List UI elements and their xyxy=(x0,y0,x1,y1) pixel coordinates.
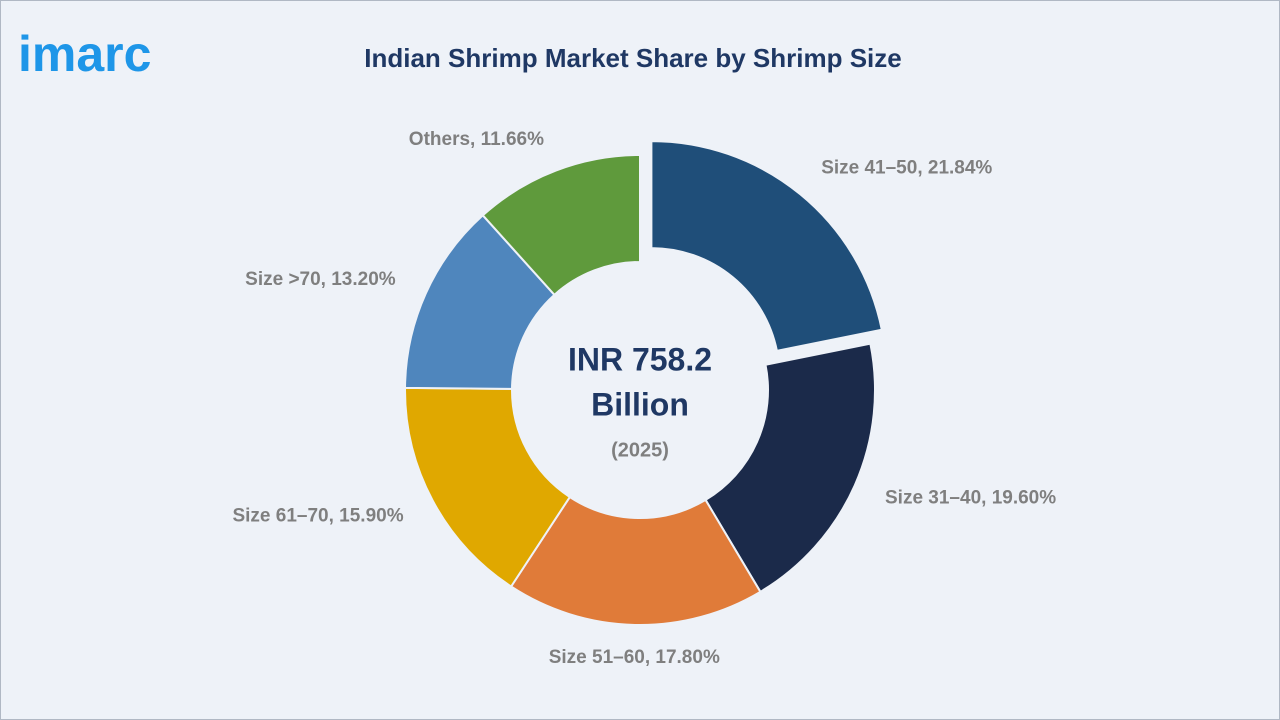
donut-slice xyxy=(509,495,762,626)
chart-title: Indian Shrimp Market Share by Shrimp Siz… xyxy=(364,43,901,73)
value-label: Size 51–60, 17.80% xyxy=(549,647,720,668)
donut-slice xyxy=(404,386,572,588)
center-sublabel: (2025) xyxy=(611,439,669,461)
value-label: Size >70, 13.20% xyxy=(245,269,396,290)
donut-slice xyxy=(704,342,876,594)
value-label: Size 31–40, 19.60% xyxy=(885,488,1056,509)
logo: imarc xyxy=(18,26,151,82)
value-label: Size 61–70, 15.90% xyxy=(232,505,403,526)
value-label: Size 41–50, 21.84% xyxy=(821,158,992,179)
donut-slice xyxy=(481,153,641,297)
donut-slice xyxy=(650,140,883,353)
center-label: INR 758.2 xyxy=(568,341,712,377)
center-label: Billion xyxy=(591,386,689,422)
value-label: Others, 11.66% xyxy=(409,129,544,150)
